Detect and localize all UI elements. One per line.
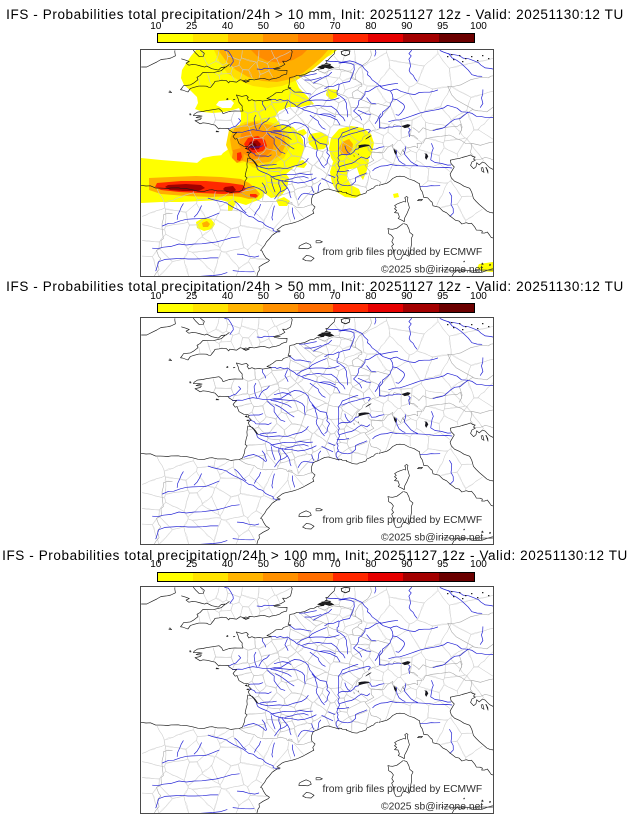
svg-text:©2025 sb@irizone.net: ©2025 sb@irizone.net [381, 533, 483, 544]
svg-text:from grib files provided by EC: from grib files provided by ECMWF [323, 515, 483, 526]
svg-text:from grib files provided by EC: from grib files provided by ECMWF [323, 784, 483, 795]
svg-text:©2025 sb@irizone.net: ©2025 sb@irizone.net [381, 801, 483, 812]
svg-text:from grib files provided by EC: from grib files provided by ECMWF [323, 247, 483, 258]
svg-text:©2025 sb@irizone.net: ©2025 sb@irizone.net [381, 265, 483, 276]
